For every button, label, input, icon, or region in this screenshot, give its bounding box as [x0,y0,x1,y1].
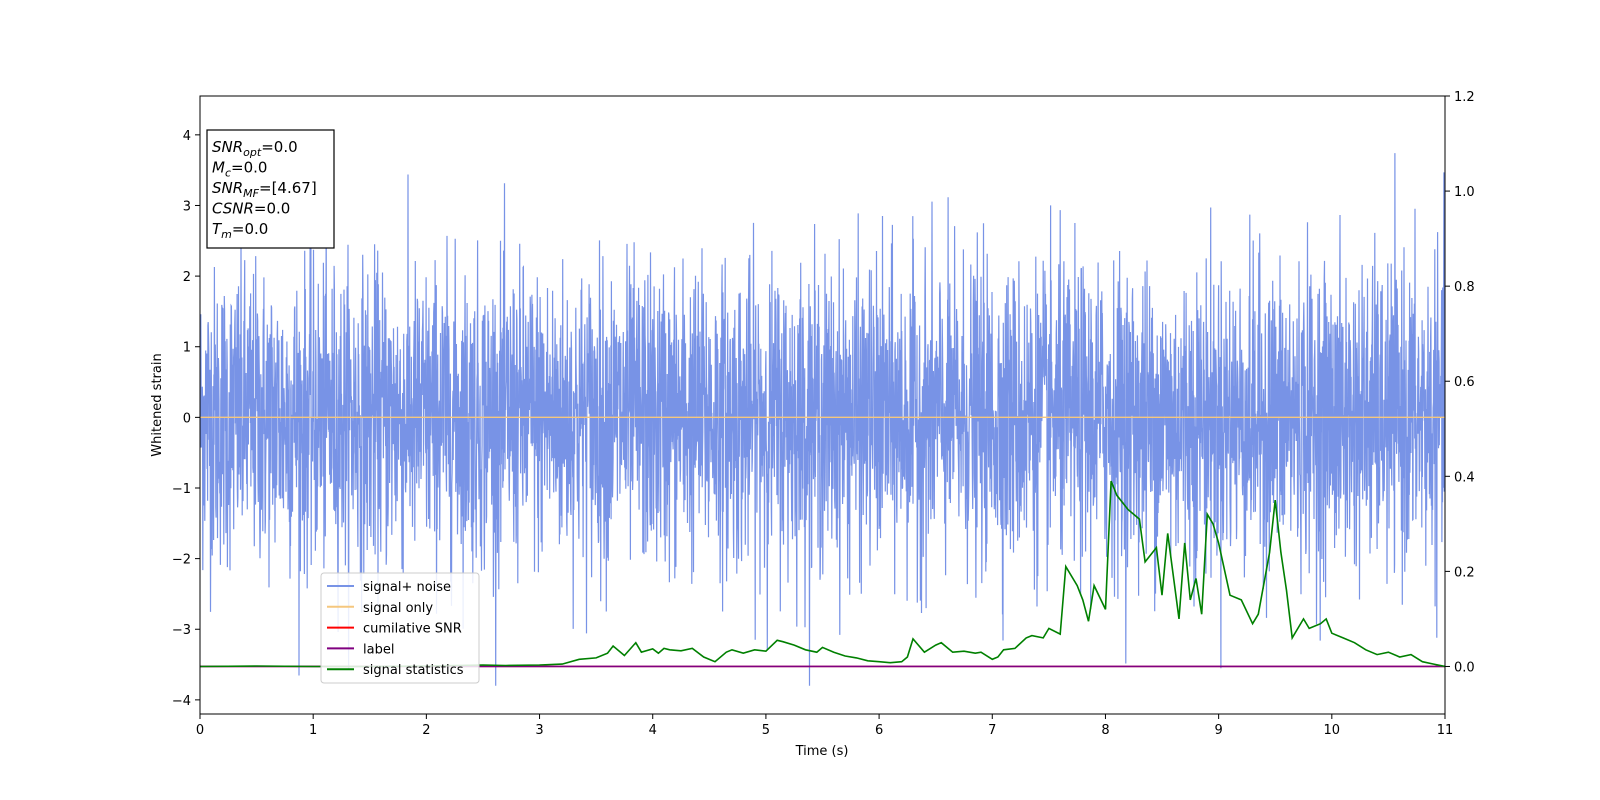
annotation-line: Mc=0.0 [212,159,267,180]
y-tick-label: 3 [183,199,191,214]
x-axis: 0 1 2 3 4 5 6 7 8 9 10 11 [196,714,1453,738]
legend-label: cumilative SNR [363,622,462,637]
y-tick-label: −2 [172,553,191,568]
y-tick-label: 4 [183,129,191,144]
y2-tick-label: 0.0 [1454,660,1475,675]
x-tick-label: 2 [422,723,430,738]
x-tick-label: 11 [1437,723,1454,738]
y-axis-label: Whitened strain [150,353,165,456]
annotation-symbol: CSNR [212,200,254,218]
y2-tick-label: 0.8 [1454,280,1475,295]
annotation-symbol: T [212,220,223,238]
x-tick-label: 7 [988,723,996,738]
x-tick-label: 8 [1101,723,1109,738]
annotation-line: SNRopt=0.0 [212,138,298,159]
annotation-symbol: M [212,159,225,177]
y-tick-label: −4 [172,694,191,709]
series-line-signal-statistics [200,480,1445,668]
series-line-signal-noise [200,153,1445,686]
annotation-value: =0.0 [254,200,290,218]
y-axis-left: −4 −3 −2 −1 0 1 2 3 4 [172,129,200,709]
legend-label: signal only [363,601,433,616]
annotation-frame [206,129,335,249]
annotation-value: =0.0 [231,159,267,177]
legend-label: label [363,642,394,657]
y-tick-label: −1 [172,482,191,497]
annotation-line: CSNR=0.0 [212,200,290,218]
annotation-subscript: m [221,228,232,241]
annotation-value: =0.0 [232,220,268,238]
x-tick-label: 4 [649,723,657,738]
y-tick-label: 1 [183,341,191,356]
x-axis-label: Time (s) [795,744,849,759]
y-tick-label: −3 [172,623,191,638]
x-tick-label: 6 [875,723,883,738]
annotation-symbol: SNR [212,179,243,197]
y-tick-label: 2 [183,270,191,285]
annotation-subscript: c [225,167,231,180]
y2-tick-label: 1.2 [1454,90,1475,105]
legend-label: signal statistics [363,663,464,678]
annotation-value: =0.0 [261,138,297,156]
annotation-line: SNRMF=[4.67] [212,179,317,200]
x-tick-label: 1 [309,723,317,738]
y2-tick-label: 0.6 [1454,375,1475,390]
x-tick-label: 5 [762,723,770,738]
x-tick-label: 10 [1324,723,1341,738]
y2-tick-label: 0.4 [1454,470,1475,485]
legend-frame [320,572,480,684]
annotation-box: SNRopt=0.0Mc=0.0SNRMF=[4.67]CSNR=0.0Tm=0… [206,129,335,249]
annotation-subscript: opt [243,146,262,159]
y2-tick-label: 1.0 [1454,185,1475,200]
annotation-symbol: SNR [212,138,243,156]
y-axis-right: 0.0 0.2 0.4 0.6 0.8 1.0 1.2 [1445,90,1475,675]
x-tick-label: 3 [535,723,543,738]
annotation-subscript: MF [243,187,259,200]
y-tick-label: 0 [183,411,191,426]
x-tick-label: 0 [196,723,204,738]
axes-frame [199,95,1446,715]
x-tick-label: 9 [1214,723,1222,738]
annotation-value: =[4.67] [259,179,317,197]
legend-label: signal+ noise [363,580,451,595]
annotation-line: Tm=0.0 [212,220,268,241]
y2-tick-label: 0.2 [1454,565,1475,580]
legend: signal+ noise signal only cumilative SNR la… [320,572,480,684]
